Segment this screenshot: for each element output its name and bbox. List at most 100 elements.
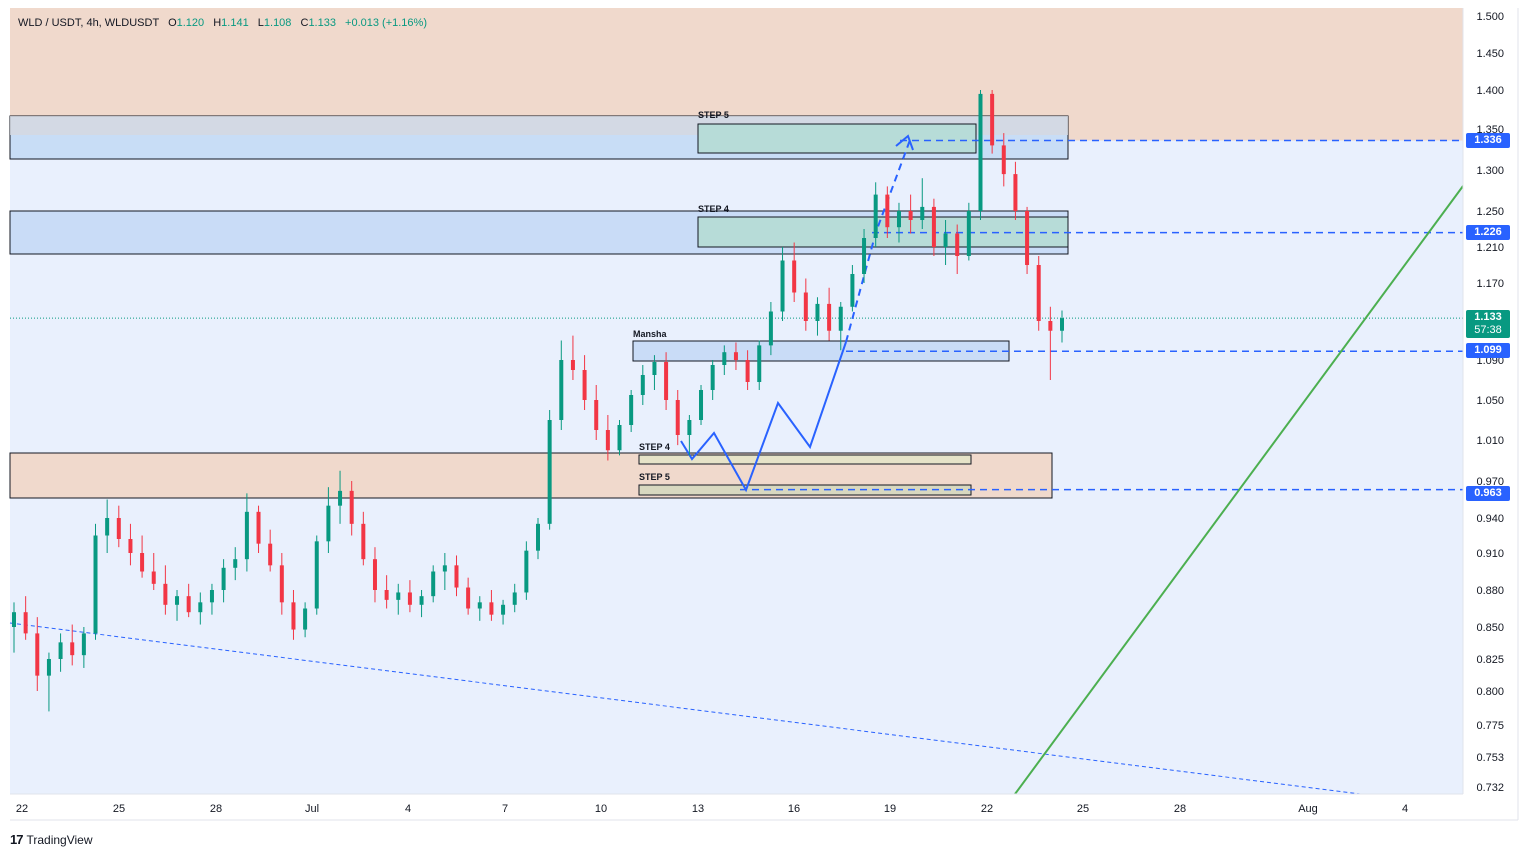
- candle-body: [128, 539, 133, 553]
- candle-body: [268, 543, 273, 566]
- price-tick-label: 1.300: [1476, 165, 1504, 177]
- candle-body: [407, 592, 412, 605]
- step4-top-label: STEP 4: [698, 204, 729, 214]
- candle-body: [570, 360, 575, 370]
- candle-body: [920, 206, 925, 220]
- price-tick-label: 0.910: [1476, 548, 1504, 560]
- high-label: H: [213, 17, 222, 29]
- candle-body: [547, 420, 552, 524]
- candle-body: [1001, 145, 1006, 175]
- price-tick-label: 0.732: [1476, 782, 1504, 794]
- time-tick-label: 22: [981, 803, 993, 815]
- candle-body: [524, 550, 529, 593]
- time-tick-label: 7: [502, 803, 508, 815]
- candle-body: [896, 211, 901, 228]
- candle-body: [990, 93, 995, 146]
- price-tick-label: 0.880: [1476, 585, 1504, 597]
- candle-body: [361, 523, 366, 560]
- candle-body: [1060, 318, 1064, 331]
- candle-body: [664, 362, 669, 400]
- candle-body: [1013, 174, 1018, 211]
- candle-body: [908, 211, 913, 220]
- price-tick-label: 1.250: [1476, 206, 1504, 218]
- candle-body: [116, 518, 121, 539]
- candle-body: [838, 306, 843, 331]
- candle-body: [198, 602, 203, 613]
- time-tick-label: 25: [1077, 803, 1089, 815]
- candle-body: [349, 490, 354, 524]
- level-tag-1226: 1.226: [1466, 225, 1510, 240]
- candle-body: [163, 583, 168, 605]
- candle-body: [151, 571, 156, 584]
- candle-body: [326, 505, 331, 542]
- candle-body: [233, 559, 238, 568]
- price-tick-label: 1.500: [1476, 11, 1504, 23]
- price-tick-label: 1.010: [1476, 435, 1504, 447]
- candle-body: [955, 233, 960, 256]
- price-tick-label: 0.775: [1476, 720, 1504, 732]
- candle-body: [966, 211, 971, 256]
- step4-bottom-label: STEP 4: [639, 442, 670, 452]
- candle-body: [23, 612, 28, 634]
- price-tick-label: 1.090: [1476, 355, 1504, 367]
- step4-bottom-box: [638, 454, 972, 465]
- low-label: L: [257, 17, 264, 29]
- time-tick-label: 28: [210, 803, 222, 815]
- candle-body: [757, 345, 762, 382]
- open-value: 1.120: [176, 17, 205, 29]
- candle-body: [46, 659, 51, 676]
- tradingview-logo-icon: 17: [10, 832, 24, 847]
- candle-body: [35, 633, 40, 676]
- candle-body: [209, 590, 214, 603]
- step5-bottom-label: STEP 5: [639, 472, 670, 482]
- candle-body: [815, 303, 820, 321]
- candle-body: [466, 587, 471, 609]
- candle-body: [384, 590, 389, 600]
- bar-countdown: 57:38: [1474, 324, 1502, 336]
- candle-body: [501, 604, 506, 615]
- candle-body: [745, 360, 750, 382]
- time-tick-label: 13: [692, 803, 704, 815]
- price-tick-label: 0.940: [1476, 513, 1504, 525]
- time-tick-label: 4: [405, 803, 411, 815]
- level-tag-1336: 1.336: [1466, 133, 1510, 148]
- candle-body: [303, 608, 308, 630]
- level-tag-1099: 1.099: [1466, 343, 1510, 358]
- candle-body: [58, 642, 63, 659]
- candle-body: [617, 425, 622, 451]
- candle-body: [827, 303, 832, 331]
- candle-body: [652, 362, 657, 375]
- candle-body: [687, 420, 692, 435]
- candle-body: [931, 206, 936, 247]
- symbol-title: WLD / USDT, 4h, WLDUSDT: [18, 17, 159, 29]
- candle-body: [186, 596, 191, 613]
- tradingview-brand[interactable]: 17 TradingView: [10, 832, 93, 847]
- candle-body: [396, 592, 401, 600]
- price-tick-label: 1.050: [1476, 395, 1504, 407]
- downtrend-line: [9, 622, 1361, 795]
- time-tick-label: Aug: [1298, 803, 1318, 815]
- price-tick-label: 0.825: [1476, 654, 1504, 666]
- time-tick-label: 19: [884, 803, 896, 815]
- candle-body: [850, 274, 855, 307]
- time-tick-label: Jul: [305, 803, 319, 815]
- candle-body: [175, 596, 180, 605]
- candle-body: [419, 596, 424, 605]
- price-tick-label: 1.170: [1476, 278, 1504, 290]
- candle-body: [640, 375, 645, 395]
- candle-body: [873, 194, 878, 238]
- step4-top-box: [697, 216, 1069, 248]
- change-value: +0.013 (+1.16%): [345, 17, 427, 29]
- price-tick-label: 1.450: [1476, 48, 1504, 60]
- time-tick-label: 25: [113, 803, 125, 815]
- candle-body: [675, 400, 680, 435]
- price-tick-label: 0.850: [1476, 622, 1504, 634]
- candle-body: [221, 567, 226, 590]
- candle-body: [792, 260, 797, 293]
- open-label: O: [168, 17, 177, 29]
- candle-body: [582, 370, 587, 400]
- candle-body: [12, 612, 16, 627]
- low-value: 1.108: [263, 17, 292, 29]
